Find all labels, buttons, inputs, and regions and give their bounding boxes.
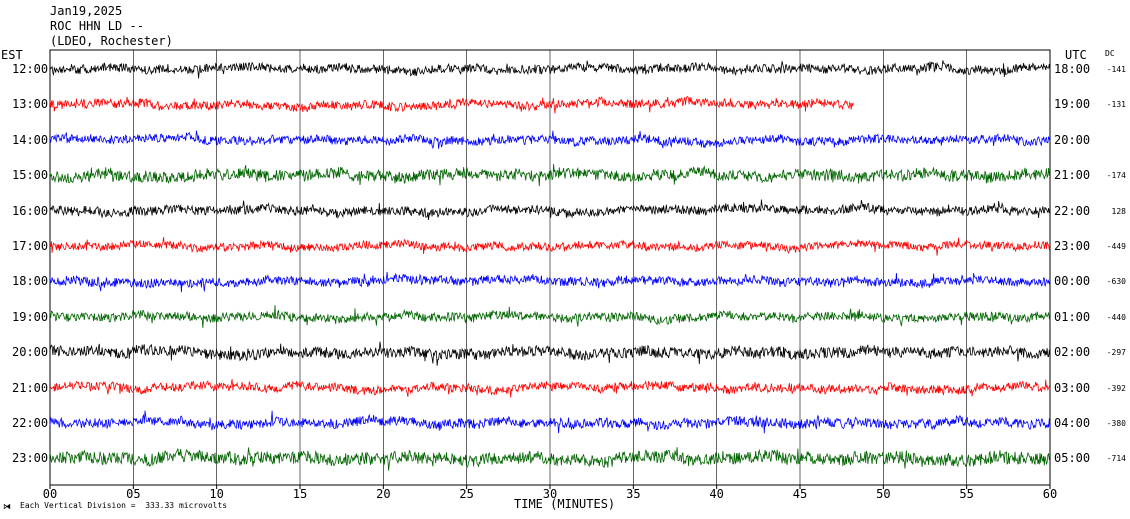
x-tick-label-15: 15 xyxy=(292,487,308,501)
trace-row-2100 xyxy=(49,379,1051,398)
x-tick-label-45: 45 xyxy=(792,487,808,501)
x-tick-label-55: 55 xyxy=(959,487,974,501)
x-axis-title: TIME (MINUTES) xyxy=(514,497,616,511)
est-label-1300: 13:00 xyxy=(12,97,49,112)
dc-value-4: 128 xyxy=(1111,206,1126,216)
est-label-2200: 22:00 xyxy=(12,416,49,430)
x-tick-label-05: 05 xyxy=(126,487,141,501)
utc-label-2100: 21:00 xyxy=(1054,168,1091,183)
utc-label-0300: 03:00 xyxy=(1054,380,1091,395)
trace-row-1700 xyxy=(49,237,1051,256)
dc-value-0: -141 xyxy=(1106,65,1126,74)
utc-label-1900: 19:00 xyxy=(1054,97,1091,112)
utc-label-0400: 04:00 xyxy=(1054,416,1091,430)
chart-station: ROC HHN LD -- xyxy=(50,19,144,33)
trace-row-1900 xyxy=(49,305,1051,329)
left-timezone-label: EST xyxy=(1,48,23,62)
utc-label-0200: 02:00 xyxy=(1054,345,1091,360)
x-tick-label-30: 30 xyxy=(542,487,558,501)
est-label-1800: 18:00 xyxy=(12,274,49,289)
x-tick-label-60: 60 xyxy=(1042,487,1058,501)
trace-row-1300 xyxy=(49,96,854,114)
dc-value-10: -380 xyxy=(1106,419,1126,428)
trace-row-1800 xyxy=(49,271,1051,293)
utc-label-0100: 01:00 xyxy=(1054,309,1091,324)
est-label-1600: 16:00 xyxy=(12,203,49,218)
x-tick-label-35: 35 xyxy=(626,487,641,501)
utc-label-2300: 23:00 xyxy=(1054,239,1091,253)
dc-value-11: -714 xyxy=(1106,454,1126,464)
x-tick-label-10: 10 xyxy=(209,487,224,501)
x-tick-label-50: 50 xyxy=(876,487,891,501)
dc-value-1: -131 xyxy=(1106,100,1126,110)
est-label-2300: 23:00 xyxy=(12,451,49,466)
dc-value-5: -449 xyxy=(1106,242,1126,251)
est-label-1500: 15:00 xyxy=(12,168,49,183)
x-tick-label-25: 25 xyxy=(459,487,474,501)
utc-label-2200: 22:00 xyxy=(1054,203,1091,218)
trace-row-2000 xyxy=(49,341,1051,366)
trace-row-1200 xyxy=(49,60,1051,79)
trace-row-1600 xyxy=(49,199,1051,221)
trace-row-1500 xyxy=(49,163,1051,187)
utc-label-1800: 18:00 xyxy=(1054,62,1091,76)
est-label-1400: 14:00 xyxy=(12,132,49,147)
chart-date: Jan19,2025 xyxy=(50,4,123,18)
dc-value-8: -297 xyxy=(1106,348,1126,358)
dc-value-9: -392 xyxy=(1106,383,1126,393)
utc-label-0500: 05:00 xyxy=(1054,451,1091,466)
trace-row-2200 xyxy=(49,410,1051,434)
est-label-1200: 12:00 xyxy=(12,62,49,76)
vertical-scale-note: Each Vertical Division = 333.33 microvol… xyxy=(20,501,228,510)
x-tick-label-20: 20 xyxy=(376,487,391,501)
utc-label-0000: 00:00 xyxy=(1054,274,1091,289)
x-tick-label-40: 40 xyxy=(709,487,724,501)
utc-label-2000: 20:00 xyxy=(1054,132,1091,147)
trace-row-2300 xyxy=(49,447,1051,471)
dc-value-7: -440 xyxy=(1106,312,1126,322)
dc-header-label: DC xyxy=(1105,49,1115,58)
trace-row-1400 xyxy=(49,130,1051,150)
right-timezone-label: UTC xyxy=(1065,48,1087,62)
est-label-1900: 19:00 xyxy=(12,309,49,324)
est-label-2100: 21:00 xyxy=(12,380,49,395)
dc-value-6: -630 xyxy=(1106,277,1126,287)
corner-mark: ⧒ xyxy=(3,502,11,511)
est-label-2000: 20:00 xyxy=(12,345,49,360)
dc-value-3: -174 xyxy=(1106,171,1126,181)
chart-location: (LDEO, Rochester) xyxy=(50,34,173,48)
x-tick-label-00: 00 xyxy=(42,487,58,501)
est-label-1700: 17:00 xyxy=(12,239,49,253)
